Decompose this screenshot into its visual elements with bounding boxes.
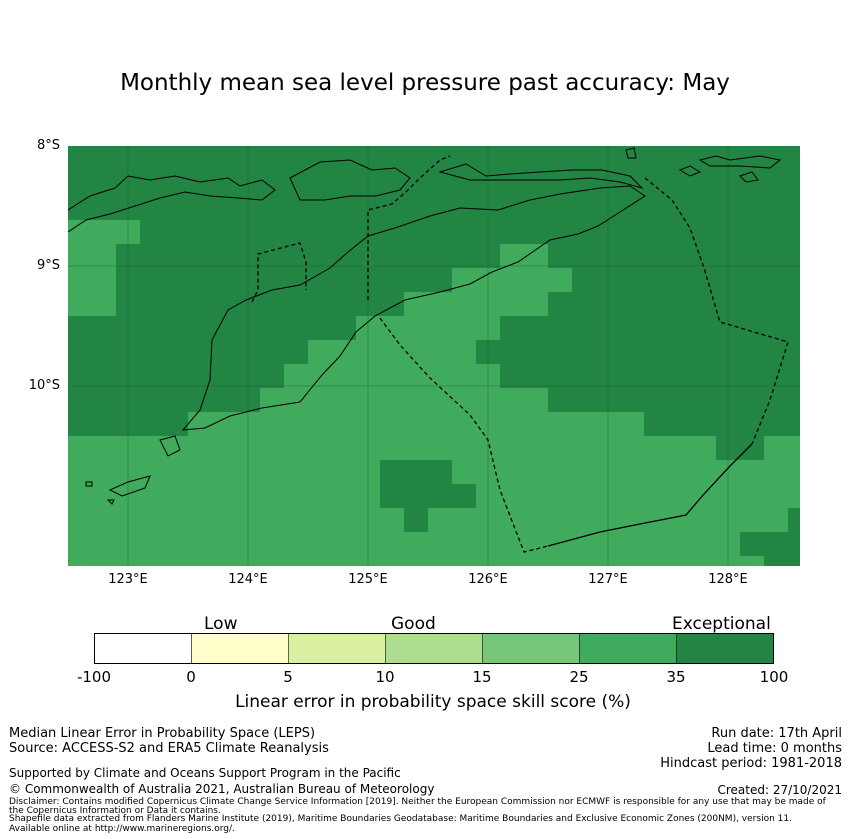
lon-label: 127°E: [588, 572, 628, 587]
colorbar-category-good: Good: [391, 614, 436, 634]
colorbar-label: Linear error in probability space skill …: [235, 692, 631, 712]
lon-label: 124°E: [228, 572, 268, 587]
page-title: Monthly mean sea level pressure past acc…: [120, 70, 730, 96]
created-text: Created: 27/10/2021: [717, 783, 842, 797]
method-text: Median Linear Error in Probability Space…: [9, 726, 316, 741]
exceptional-skill-patches: [380, 460, 476, 532]
graticule: [68, 146, 800, 566]
run-date-text: Run date: 17th April: [711, 726, 842, 741]
very-good-skill-region: [68, 220, 800, 566]
lat-label: 8°S: [36, 138, 60, 153]
lon-label: 123°E: [108, 572, 148, 587]
copyright-text: © Commonwealth of Australia 2021, Austra…: [9, 782, 435, 796]
colorbar: [94, 633, 774, 664]
colorbar-category-exceptional: Exceptional: [672, 614, 771, 634]
colorbar-swatch: [191, 633, 289, 664]
lon-label: 128°E: [708, 572, 748, 587]
colorbar-swatch: [482, 633, 580, 664]
colorbar-swatch: [94, 633, 192, 664]
support-text: Supported by Climate and Oceans Support …: [9, 766, 401, 780]
colorbar-tick: 0: [186, 668, 196, 686]
disclaimer-text: Shapefile data extracted from Flanders M…: [9, 814, 792, 824]
colorbar-swatch: [579, 633, 677, 664]
colorbar-tick: -100: [76, 668, 112, 686]
coastlines: [68, 147, 782, 505]
colorbar-tick: 25: [569, 668, 589, 686]
lon-label: 125°E: [348, 572, 388, 587]
disclaimer-text: Available online at http://www.marinereg…: [9, 824, 235, 834]
colorbar-tick: 100: [759, 668, 789, 686]
colorbar-swatch: [385, 633, 483, 664]
colorbar-tick: 35: [666, 668, 686, 686]
colorbar-swatch: [676, 633, 774, 664]
colorbar-tick: 10: [375, 668, 395, 686]
lon-label: 126°E: [468, 572, 508, 587]
disclaimer-text: the Copernicus Information or Data it co…: [9, 806, 221, 816]
disclaimer-text: Disclaimer: Contains modified Copernicus…: [9, 797, 826, 807]
colorbar-swatch: [288, 633, 386, 664]
colorbar-tick: 15: [472, 668, 492, 686]
colorbar-category-low: Low: [204, 614, 238, 634]
lat-label: 10°S: [28, 378, 60, 393]
lat-label: 9°S: [36, 258, 60, 273]
skill-map: [68, 146, 800, 566]
source-text: Source: ACCESS-S2 and ERA5 Climate Reana…: [9, 741, 329, 756]
colorbar-tick: 5: [283, 668, 293, 686]
lead-time-text: Lead time: 0 months: [707, 741, 842, 756]
maritime-boundaries: [251, 155, 789, 553]
hindcast-text: Hindcast period: 1981-2018: [660, 756, 842, 771]
